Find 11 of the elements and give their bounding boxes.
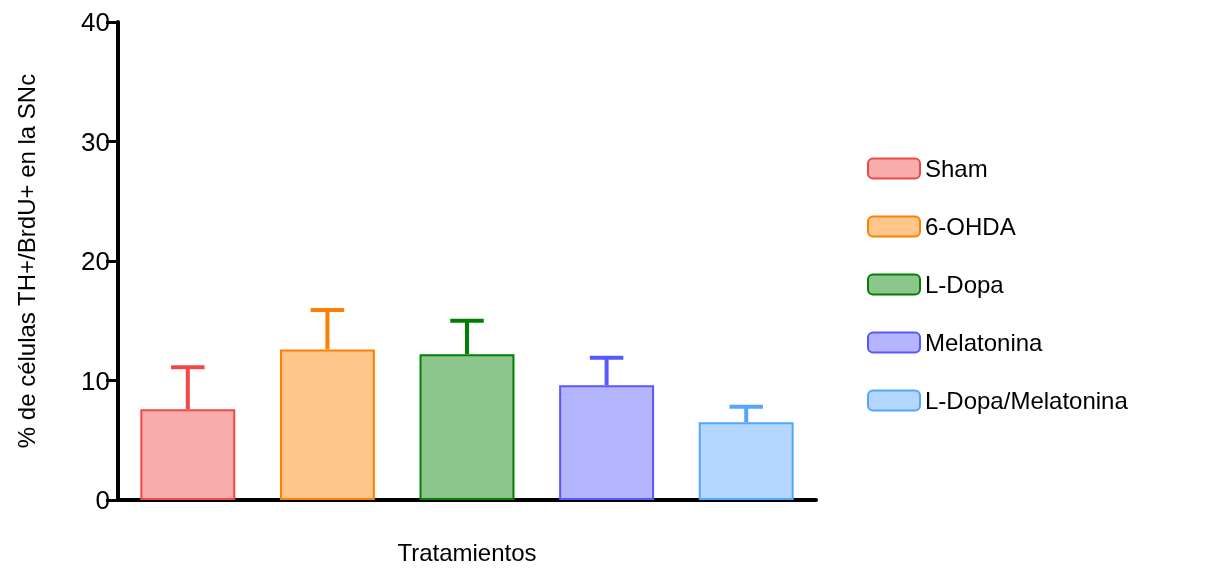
y-tick-label: 30 xyxy=(81,126,110,157)
y-tick-label: 10 xyxy=(81,365,110,396)
legend-label: Sham xyxy=(925,155,988,182)
y-tick-label: 20 xyxy=(81,246,110,276)
legend-label: 6-OHDA xyxy=(925,213,1016,240)
y-tick-label: 40 xyxy=(81,7,110,37)
y-axis-title: % de células TH+/BrdU+ en la SNc xyxy=(12,73,40,449)
x-axis-title: Tratamientos xyxy=(397,538,537,566)
legend-label: L-Dopa xyxy=(925,271,1005,298)
legend-label: Melatonina xyxy=(925,329,1044,356)
legend-label: L-Dopa/Melatonina xyxy=(925,387,1129,414)
